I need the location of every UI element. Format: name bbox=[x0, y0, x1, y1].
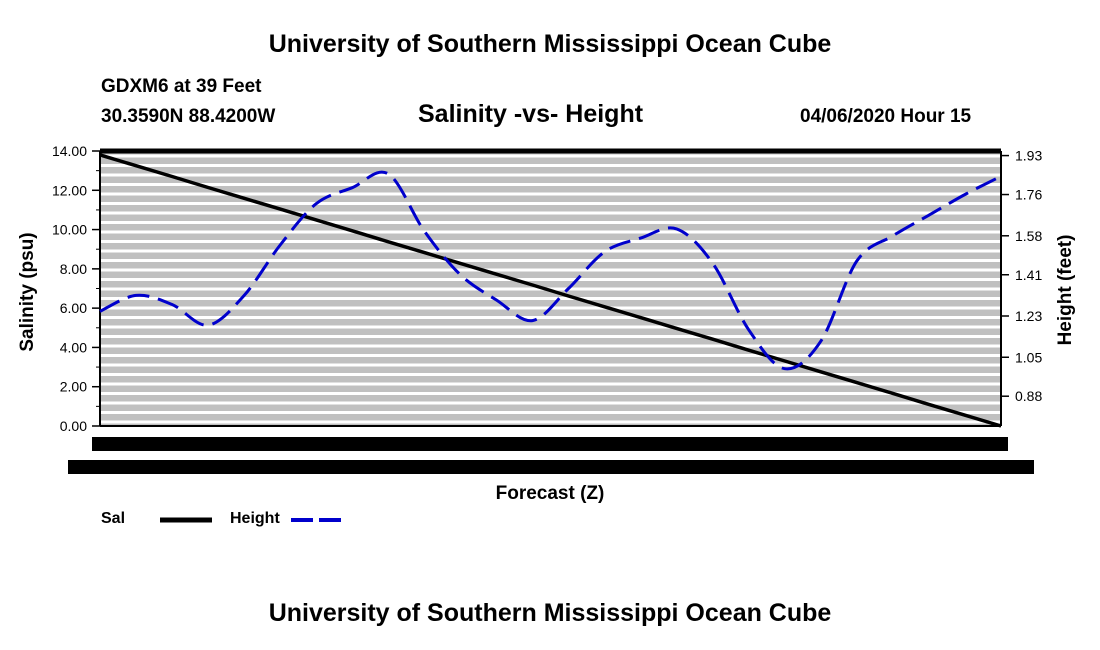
left-tick-label: 4.00 bbox=[60, 339, 87, 355]
coordinates-label: 30.3590N 88.4200W bbox=[101, 106, 276, 127]
right-tick-label: 1.58 bbox=[1015, 228, 1042, 244]
x-axis-label: Forecast (Z) bbox=[495, 483, 605, 504]
x-axis-labels-band bbox=[68, 437, 1034, 474]
axes bbox=[99, 148, 1002, 427]
x-tick-labels-row2 bbox=[68, 460, 1034, 474]
left-tick-label: 2.00 bbox=[60, 379, 87, 395]
right-tick-label: 1.93 bbox=[1015, 148, 1042, 164]
series-line-sal bbox=[99, 153, 1002, 428]
right-axis-ticks: 0.88 1.05 1.23 1.41 1.58 1.76 1.93 bbox=[1001, 148, 1042, 404]
left-tick-label: 6.00 bbox=[60, 300, 87, 316]
left-tick-label: 8.00 bbox=[60, 261, 87, 277]
left-tick-label: 12.00 bbox=[52, 182, 87, 198]
left-axis-label: Salinity (psu) bbox=[17, 232, 38, 352]
legend-height-label: Height bbox=[230, 510, 280, 527]
series-lines bbox=[99, 153, 1002, 428]
top-title: University of Southern Mississippi Ocean… bbox=[268, 30, 832, 58]
right-tick-label: 1.05 bbox=[1015, 349, 1042, 365]
series-line-height bbox=[99, 170, 1002, 371]
x-tick-labels-row1 bbox=[92, 437, 1008, 451]
legend-sal-label: Sal bbox=[101, 510, 126, 527]
left-tick-label: 0.00 bbox=[60, 418, 87, 434]
left-tick-label: 14.00 bbox=[52, 143, 87, 159]
station-label: GDXM6 at 39 Feet bbox=[101, 76, 262, 97]
chart-title: Salinity -vs- Height bbox=[418, 100, 644, 128]
right-tick-label: 1.76 bbox=[1015, 187, 1042, 203]
left-tick-label: 10.00 bbox=[52, 222, 87, 238]
right-tick-label: 1.23 bbox=[1015, 308, 1042, 324]
forecast-datetime: 04/06/2020 Hour 15 bbox=[800, 106, 972, 127]
bottom-title: University of Southern Mississippi Ocean… bbox=[268, 599, 832, 627]
right-axis-label: Height (feet) bbox=[1055, 234, 1076, 346]
right-tick-label: 0.88 bbox=[1015, 388, 1042, 404]
left-axis-ticks: 0.00 2.00 4.00 6.00 8.00 10.00 12.00 14.00 bbox=[52, 143, 100, 434]
right-tick-label: 1.41 bbox=[1015, 267, 1042, 283]
